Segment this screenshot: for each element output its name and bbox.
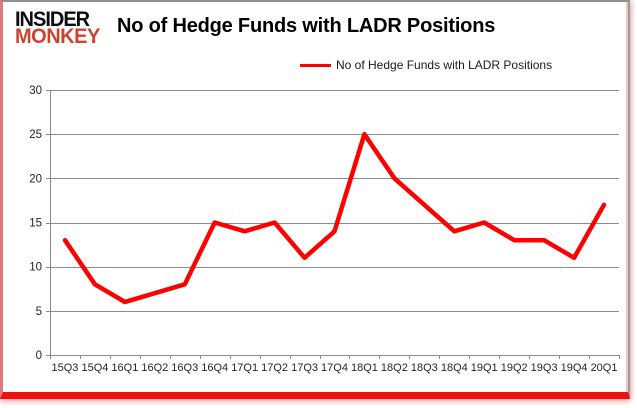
x-tick-label: 18Q1 (351, 362, 378, 374)
x-tick-label: 16Q1 (111, 362, 138, 374)
x-tick-label: 16Q4 (201, 362, 228, 374)
chart-card: INSIDER MONKEY No of Hedge Funds with LA… (0, 0, 630, 399)
chart-legend: No of Hedge Funds with LADR Positions (300, 58, 552, 72)
legend-label: No of Hedge Funds with LADR Positions (336, 58, 553, 72)
x-tick-label: 15Q4 (81, 362, 108, 374)
x-tick-label: 16Q2 (141, 362, 168, 374)
x-tick-label: 16Q3 (171, 362, 198, 374)
legend-line-swatch (300, 63, 331, 67)
x-tick-label: 19Q2 (501, 362, 528, 374)
logo-text-insider: INSIDER (15, 7, 90, 32)
x-tick-label: 17Q1 (231, 362, 258, 374)
y-tick-label: 10 (29, 262, 42, 274)
y-tick-label: 0 (36, 350, 42, 362)
page-title: No of Hedge Funds with LADR Positions (117, 15, 496, 37)
x-tick-label: 17Q4 (321, 362, 348, 374)
y-axis-labels: 0 5 10 15 20 25 30 (29, 85, 42, 362)
x-axis-labels: 15Q3 15Q4 16Q1 16Q2 16Q3 16Q4 17Q1 17Q2 17Q3 17Q4… (52, 362, 618, 374)
line-chart: 0 5 10 15 20 25 30 15Q3 15Q4 16Q1 16Q2 16Q3 16Q4 17Q1… (29, 85, 620, 374)
x-tick-label: 19Q1 (471, 362, 498, 374)
x-tick-label: 17Q3 (291, 362, 318, 374)
x-tick-label: 18Q3 (411, 362, 438, 374)
x-tick-label: 19Q4 (561, 362, 588, 374)
x-tick-label: 18Q4 (441, 362, 468, 374)
gridlines (46, 90, 619, 356)
y-tick-label: 20 (29, 173, 42, 185)
x-tick-label: 17Q2 (261, 362, 288, 374)
x-tick-label: 19Q3 (531, 362, 558, 374)
x-tick-label: 20Q1 (591, 362, 618, 374)
y-tick-label: 25 (29, 129, 42, 141)
x-tick-label: 18Q2 (381, 362, 408, 374)
logo-text-monkey: MONKEY (15, 24, 100, 49)
y-tick-label: 5 (36, 306, 42, 318)
x-tick-label: 15Q3 (52, 362, 79, 374)
axes (50, 90, 620, 359)
y-tick-label: 30 (29, 85, 42, 97)
y-tick-label: 15 (29, 218, 42, 230)
series-line-hedge-funds (62, 131, 607, 305)
insider-monkey-logo: INSIDER MONKEY (15, 7, 100, 49)
